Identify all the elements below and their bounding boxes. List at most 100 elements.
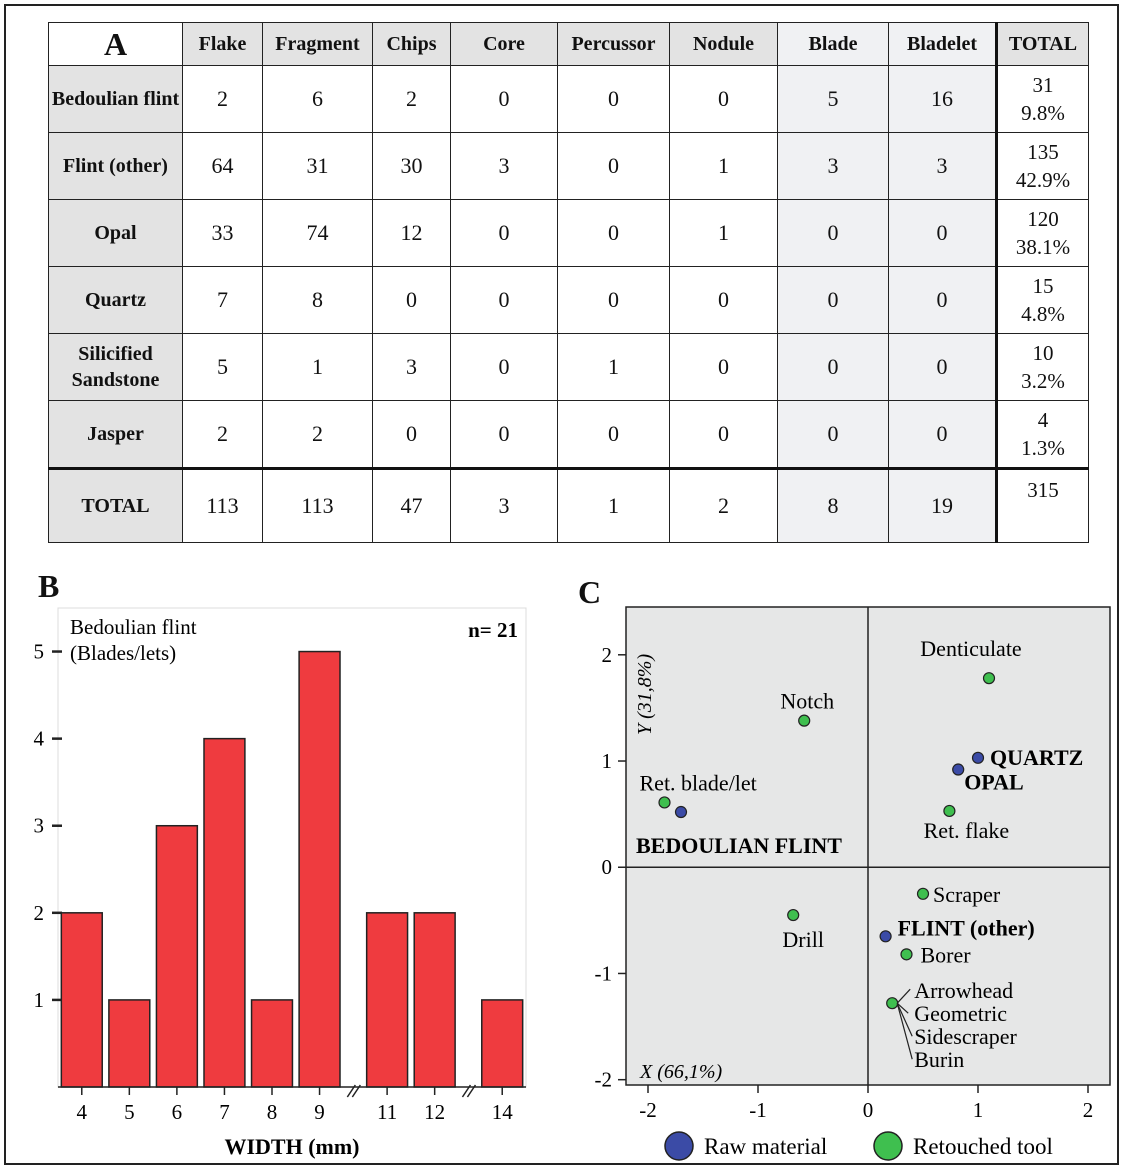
column-header: Flake	[182, 22, 263, 66]
table-cell: 47	[372, 467, 451, 543]
table-cell: 0	[450, 65, 558, 133]
table-cell: 3	[372, 333, 451, 401]
table-cell: 1	[262, 333, 373, 401]
table-cell: 64	[182, 132, 263, 200]
table-cell: 0	[557, 132, 670, 200]
column-header: Nodule	[669, 22, 778, 66]
table-cell: 0	[557, 199, 670, 267]
column-header: Fragment	[262, 22, 373, 66]
column-header: Bladelet	[888, 22, 997, 66]
table-cell: 1	[557, 333, 670, 401]
table-cell: 74	[262, 199, 373, 267]
panel-letter-a: A	[48, 22, 183, 66]
row-percent: 1.3%	[1021, 436, 1065, 460]
row-total-cell: 10 3.2%	[995, 333, 1089, 401]
table-cell: 1	[669, 199, 778, 267]
figure-frame	[4, 4, 1119, 1165]
table-cell: 3	[777, 132, 889, 200]
table-cell: 0	[669, 266, 778, 334]
table-cell: 113	[182, 467, 263, 543]
table-cell: 12	[372, 199, 451, 267]
column-header: Chips	[372, 22, 451, 66]
material-table: A Flake Fragment Chips Core Percussor No…	[48, 22, 1089, 543]
row-header: Opal	[48, 199, 183, 267]
row-total: 4	[1037, 408, 1049, 432]
table-cell: 0	[888, 400, 997, 469]
table-cell: 0	[450, 266, 558, 334]
table-cell: 0	[669, 65, 778, 133]
table-cell: 30	[372, 132, 451, 200]
column-header: TOTAL	[995, 22, 1089, 66]
table-cell: 0	[450, 199, 558, 267]
table-cell: 0	[777, 266, 889, 334]
table-row: Opal 33 74 12 0 0 1 0 0 120 38.1%	[48, 199, 1089, 267]
table-cell: 16	[888, 65, 997, 133]
table-cell: 2	[262, 400, 373, 469]
total-row: TOTAL 113 113 47 3 1 2 8 19 315	[48, 467, 1089, 543]
row-header: Silicified Sandstone	[48, 333, 183, 401]
row-total: 15	[1032, 274, 1054, 298]
table-row: Quartz 7 8 0 0 0 0 0 0 15 4.8%	[48, 266, 1089, 334]
table-cell: 2	[182, 65, 263, 133]
table-cell: 0	[777, 333, 889, 401]
table-row: Jasper 2 2 0 0 0 0 0 0 4 1.3%	[48, 400, 1089, 469]
table-cell: 2	[669, 467, 778, 543]
table-cell: 8	[262, 266, 373, 334]
table-cell: 3	[450, 132, 558, 200]
table-body: Bedoulian flint 2 6 2 0 0 0 5 16 31 9.8% Flint (oth…	[48, 65, 1089, 543]
table-cell: 1	[669, 132, 778, 200]
table-cell: 5	[182, 333, 263, 401]
column-header: Core	[450, 22, 558, 66]
row-header: TOTAL	[48, 467, 183, 543]
table-cell: 6	[262, 65, 373, 133]
column-header: Percussor	[557, 22, 670, 66]
table-cell: 5	[777, 65, 889, 133]
row-percent: 3.2%	[1021, 369, 1065, 393]
table-cell: 0	[372, 266, 451, 334]
table-cell: 113	[262, 467, 373, 543]
table-cell: 0	[777, 199, 889, 267]
row-total: 120	[1027, 207, 1059, 231]
table-cell: 0	[888, 199, 997, 267]
row-total: 31	[1032, 73, 1054, 97]
table-cell: 2	[372, 65, 451, 133]
grand-total: 315	[995, 467, 1089, 543]
table-cell: 31	[262, 132, 373, 200]
panel-a-table: A Flake Fragment Chips Core Percussor No…	[48, 22, 1089, 543]
table-cell: 2	[182, 400, 263, 469]
row-percent: 42.9%	[1015, 168, 1071, 192]
table-cell: 1	[557, 467, 670, 543]
table-cell: 3	[450, 467, 558, 543]
table-cell: 0	[888, 333, 997, 401]
table-row: Flint (other) 64 31 30 3 0 1 3 3 135 42.9%	[48, 132, 1089, 200]
row-header: Bedoulian flint	[48, 65, 183, 133]
panel-letter-c: C	[578, 574, 602, 610]
row-percent: 38.1%	[1015, 235, 1071, 259]
table-header-row: A Flake Fragment Chips Core Percussor No…	[48, 22, 1089, 66]
row-percent: 9.8%	[1021, 101, 1065, 125]
table-cell: 0	[372, 400, 451, 469]
row-total: 135	[1027, 140, 1059, 164]
table-cell: 19	[888, 467, 997, 543]
row-total-cell: 135 42.9%	[995, 132, 1089, 200]
row-header: Quartz	[48, 266, 183, 334]
row-total-cell: 4 1.3%	[995, 400, 1089, 469]
row-total-cell: 31 9.8%	[995, 65, 1089, 133]
table-cell: 3	[888, 132, 997, 200]
table-cell: 0	[777, 400, 889, 469]
row-header: Flint (other)	[48, 132, 183, 200]
table-cell: 0	[450, 400, 558, 469]
panel-letter-b: B	[38, 568, 60, 604]
table-row: Silicified Sandstone 5 1 3 0 1 0 0 0 10 3.2%	[48, 333, 1089, 401]
row-total-cell: 15 4.8%	[995, 266, 1089, 334]
row-total: 10	[1032, 341, 1054, 365]
table-cell: 8	[777, 467, 889, 543]
table-cell: 7	[182, 266, 263, 334]
row-total-cell: 120 38.1%	[995, 199, 1089, 267]
row-percent: 4.8%	[1021, 302, 1065, 326]
column-header: Blade	[777, 22, 889, 66]
table-cell: 0	[669, 333, 778, 401]
table-cell: 0	[557, 266, 670, 334]
table-row: Bedoulian flint 2 6 2 0 0 0 5 16 31 9.8%	[48, 65, 1089, 133]
table-cell: 0	[557, 65, 670, 133]
